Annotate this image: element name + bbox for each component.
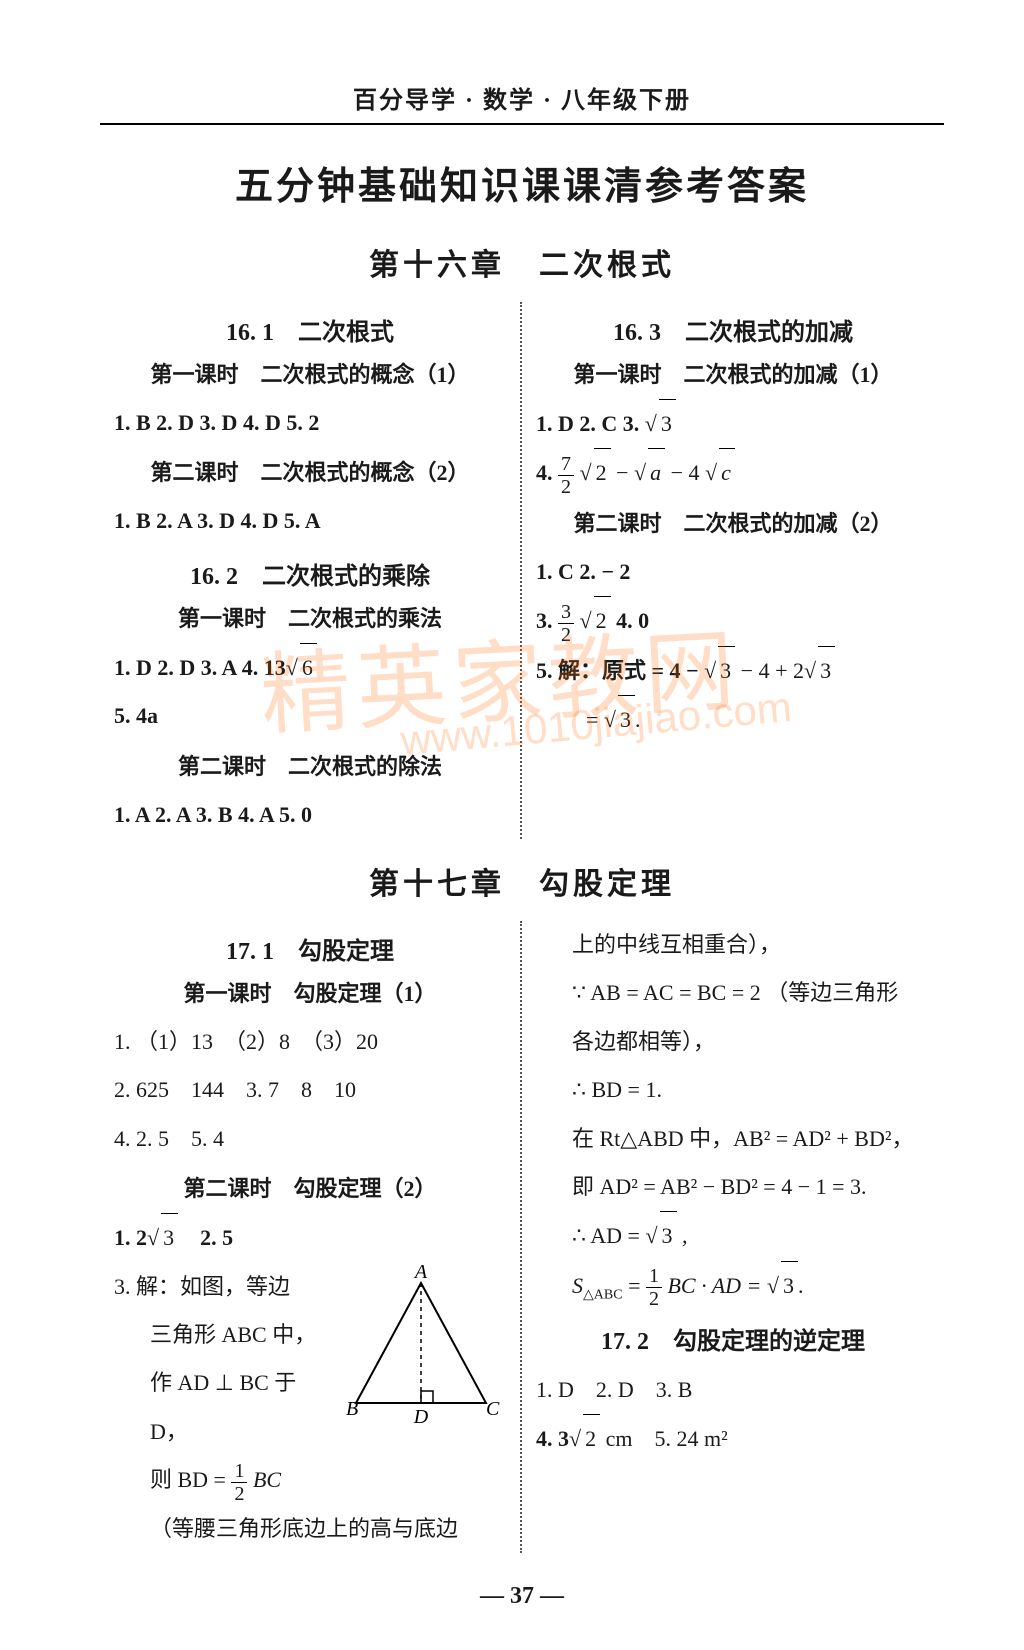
q3-with-figure: 3. 解：如图，等边 三角形 ABC 中， 作 AD ⊥ BC 于 D， 则 B… [114,1263,506,1505]
q3-l2: 三角形 ABC 中， [114,1311,326,1359]
s17-1-l2-title: 第二课时 勾股定理（2） [114,1171,506,1203]
s16-2-l2-ans: 1. A 2. A 3. B 4. A 5. 0 [114,791,506,839]
r-l1: 上的中线互相重合）， [536,921,930,969]
s16-2-l1-ans-a: 1. D 2. D 3. A 4. 13√6 [114,643,506,692]
ch16-left-col: 16. 1 二次根式 第一课时 二次根式的概念（1） 1. B 2. D 3. … [100,302,522,839]
s17-1-l1-c: 4. 2. 5 5. 4 [114,1115,506,1163]
s16-3-title: 16. 3 二次根式的加减 [536,312,930,347]
s16-1-l2-title: 第二课时 二次根式的概念（2） [114,455,506,487]
s17-1-l1-title: 第一课时 勾股定理（1） [114,976,506,1008]
vertex-b: B [346,1398,358,1420]
s17-1-l1-a: 1. （1）13 （2）8 （3）20 [114,1018,506,1066]
r-l6: 即 AD² = AB² − BD² = 4 − 1 = 3. [536,1163,930,1211]
s17-1-l2-a: 1. 2√3 2. 5 [114,1213,506,1262]
s16-3-l1-ans1: 1. D 2. C 3. √3 [536,399,930,448]
vertex-a: A [413,1263,428,1283]
s16-3-l2-title: 第二课时 二次根式的加减（2） [536,506,930,538]
chapter16-content: 16. 1 二次根式 第一课时 二次根式的概念（1） 1. B 2. D 3. … [100,302,944,839]
s16-1-l2-ans: 1. B 2. A 3. D 4. D 5. A [114,497,506,545]
q3-l4: 则 BD = 12 BC [114,1456,326,1504]
s16-1-l1-title: 第一课时 二次根式的概念（1） [114,357,506,389]
ch16-right-col: 16. 3 二次根式的加减 第一课时 二次根式的加减（1） 1. D 2. C … [522,302,944,839]
chapter17-content: 17. 1 勾股定理 第一课时 勾股定理（1） 1. （1）13 （2）8 （3… [100,921,944,1553]
s16-2-l2-title: 第二课时 二次根式的除法 [114,749,506,781]
s16-2-title: 16. 2 二次根式的乘除 [114,556,506,591]
q3-l5: （等腰三角形底边上的高与底边 [114,1505,506,1553]
r-l2: ∵ AB = AC = BC = 2 （等边三角形 [536,969,930,1017]
s17-2-b: 4. 3√2 cm 5. 24 m² [536,1414,930,1463]
q3-l1: 3. 解：如图，等边 [114,1263,326,1311]
r-l3: 各边都相等）， [536,1018,930,1066]
s16-3-l2-ans1: 1. C 2. − 2 [536,548,930,596]
s17-2-a: 1. D 2. D 3. B [536,1366,930,1414]
s16-3-l2-ans5a: 5. 解：原式 = 4 − √3 − 4 + 2√3 [536,646,930,695]
s17-1-title: 17. 1 勾股定理 [114,931,506,966]
s16-3-l1-ans4: 4. 72 √2 − √a − 4 √c [536,448,930,497]
s17-1-l1-b: 2. 625 144 3. 7 8 10 [114,1066,506,1114]
r-l5: 在 Rt△ABD 中，AB² = AD² + BD²， [536,1115,930,1163]
vertex-d: D [413,1406,429,1428]
book-header: 百分导学 · 数学 · 八年级下册 [100,80,944,125]
q3-l3: 作 AD ⊥ BC 于 D， [114,1359,326,1456]
chapter16-title: 第十六章 二次根式 [100,240,944,284]
ch17-left-col: 17. 1 勾股定理 第一课时 勾股定理（1） 1. （1）13 （2）8 （3… [100,921,522,1553]
chapter17-title: 第十七章 勾股定理 [100,859,944,903]
s16-3-l2-ans3: 3. 32 √2 4. 0 [536,596,930,645]
r-l7: ∴ AD = √3 , [536,1211,930,1260]
s16-3-l1-title: 第一课时 二次根式的加减（1） [536,357,930,389]
s16-3-l2-ans5b: = √3. [536,695,930,744]
main-title: 五分钟基础知识课课清参考答案 [100,155,944,210]
r-l8: S△ABC = 12 BC · AD = √3. [536,1261,930,1311]
triangle-figure: A B C D [336,1263,506,1433]
s16-2-l1-ans-b: 5. 4a [114,692,506,740]
vertex-c: C [486,1398,500,1420]
s16-1-title: 16. 1 二次根式 [114,312,506,347]
page: 精英家教网 www.1010jiajiao.com 百分导学 · 数学 · 八年… [0,0,1024,1650]
ch17-right-col: 上的中线互相重合）， ∵ AB = AC = BC = 2 （等边三角形 各边都… [522,921,944,1553]
r-l4: ∴ BD = 1. [536,1066,930,1114]
s17-2-title: 17. 2 勾股定理的逆定理 [536,1321,930,1356]
s16-1-l1-ans: 1. B 2. D 3. D 4. D 5. 2 [114,399,506,447]
s16-2-l1-title: 第一课时 二次根式的乘法 [114,601,506,633]
page-number: — 37 — [100,1583,944,1610]
